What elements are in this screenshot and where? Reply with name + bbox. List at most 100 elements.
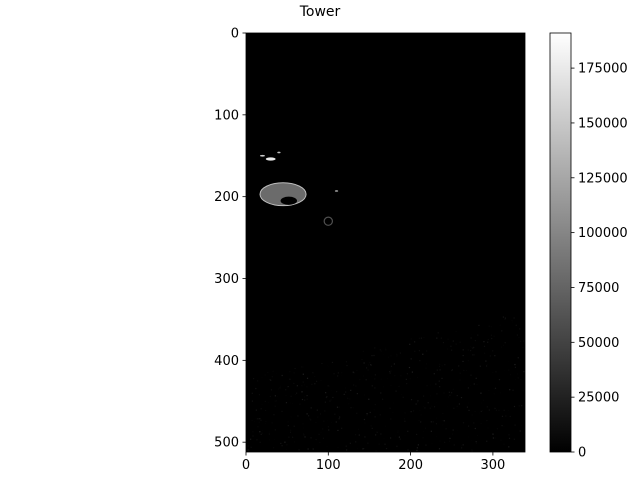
noise-pixel (319, 441, 321, 444)
noise-pixel (375, 434, 377, 436)
noise-pixel (327, 385, 329, 387)
noise-pixel (487, 338, 489, 341)
noise-pixel (404, 420, 406, 422)
noise-pixel (414, 445, 417, 447)
noise-pixel (439, 386, 441, 388)
noise-pixel (416, 447, 418, 449)
noise-pixel (322, 421, 324, 423)
noise-pixel (331, 389, 333, 391)
noise-pixel (504, 317, 506, 319)
colorbar-tick-label: 100000 (578, 226, 628, 241)
noise-pixel (378, 443, 380, 445)
noise-pixel (373, 354, 375, 357)
noise-pixel (457, 344, 459, 346)
noise-pixel (467, 402, 470, 404)
noise-pixel (422, 395, 425, 397)
noise-pixel (361, 381, 363, 384)
noise-pixel (444, 429, 446, 431)
noise-pixel (452, 340, 454, 342)
noise-pixel (522, 390, 524, 392)
noise-pixel (430, 430, 432, 432)
noise-pixel (442, 424, 444, 426)
noise-pixel (380, 350, 382, 352)
noise-pixel (259, 441, 261, 443)
noise-pixel (518, 379, 520, 381)
noise-pixel (478, 369, 480, 371)
noise-pixel (367, 369, 369, 371)
noise-pixel (468, 409, 470, 412)
noise-pixel (518, 336, 520, 339)
noise-pixel (521, 405, 523, 407)
noise-pixel (430, 421, 432, 423)
noise-pixel (503, 443, 505, 445)
noise-pixel (343, 393, 346, 395)
noise-pixel (275, 411, 277, 413)
y-tick-label: 300 (214, 272, 239, 287)
noise-pixel (368, 398, 370, 400)
noise-pixel (449, 436, 451, 439)
noise-pixel (246, 386, 248, 388)
noise-pixel (473, 383, 475, 385)
noise-pixel (410, 411, 412, 413)
noise-pixel (420, 421, 422, 423)
noise-pixel (312, 372, 314, 374)
noise-pixel (374, 378, 376, 380)
noise-pixel (401, 436, 403, 439)
noise-pixel (383, 437, 385, 439)
noise-pixel (430, 384, 432, 386)
noise-pixel (515, 353, 518, 355)
noise-pixel (371, 427, 373, 430)
noise-pixel (393, 363, 395, 365)
noise-pixel (410, 358, 412, 360)
noise-pixel (338, 406, 340, 408)
x-tick-label: 100 (316, 458, 341, 473)
noise-pixel (385, 447, 388, 450)
noise-pixel (251, 419, 253, 422)
noise-pixel (431, 443, 433, 445)
noise-pixel (396, 353, 398, 355)
colorbar: 0 25000 50000 75000 100000 125000 150000 175000 (549, 32, 628, 461)
noise-pixel (446, 348, 448, 350)
noise-pixel (343, 393, 345, 396)
noise-pixel (291, 436, 294, 438)
noise-pixel (486, 363, 488, 366)
y-tick-label: 100 (214, 108, 239, 123)
noise-pixel (475, 442, 478, 445)
noise-pixel (329, 400, 331, 402)
noise-pixel (271, 376, 273, 378)
noise-pixel (294, 367, 296, 370)
colorbar-tick-label: 25000 (578, 391, 619, 406)
noise-pixel (504, 369, 506, 371)
noise-pixel (490, 334, 492, 336)
noise-pixel (280, 376, 282, 378)
noise-pixel (412, 409, 414, 411)
noise-pixel (373, 409, 375, 411)
noise-pixel (500, 439, 502, 441)
noise-pixel (296, 385, 298, 387)
noise-pixel (284, 441, 286, 443)
noise-pixel (470, 337, 472, 339)
noise-pixel (423, 442, 425, 445)
noise-pixel (444, 425, 446, 427)
noise-pixel (461, 447, 463, 449)
noise-pixel (419, 360, 421, 362)
noise-pixel (302, 423, 304, 425)
noise-pixel (320, 379, 322, 382)
noise-pixel (470, 384, 472, 387)
x-axis: 0 100 200 300 (242, 452, 505, 473)
noise-pixel (518, 405, 520, 407)
noise-pixel (517, 357, 519, 359)
noise-pixel (458, 365, 460, 367)
noise-pixel (258, 421, 260, 423)
noise-pixel (436, 393, 438, 395)
noise-pixel (264, 400, 266, 403)
colorbar-tick-label: 175000 (578, 62, 628, 77)
noise-pixel (499, 392, 502, 394)
noise-pixel (357, 427, 359, 429)
noise-pixel (286, 444, 288, 446)
noise-pixel (502, 316, 505, 318)
noise-pixel (520, 340, 522, 342)
noise-pixel (314, 420, 316, 422)
colorbar-frame (549, 32, 572, 453)
noise-pixel (456, 394, 458, 397)
